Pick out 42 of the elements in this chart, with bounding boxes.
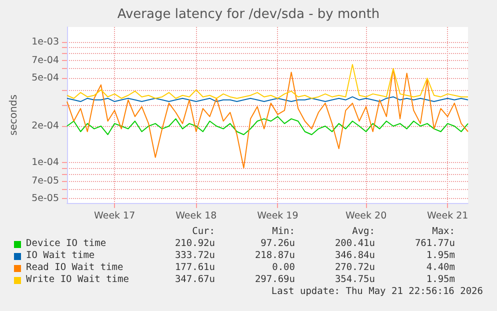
text: 210.92u xyxy=(174,238,215,249)
x-tick-label: Week 17 xyxy=(94,210,136,222)
legend-label: IO Wait time xyxy=(26,250,95,262)
chart-title: Average latency for /dev/sda - by month xyxy=(117,7,380,22)
line-series xyxy=(66,116,468,136)
text: 297.69u xyxy=(254,274,295,285)
text: 1.95m xyxy=(425,274,455,285)
text: Max: xyxy=(431,226,455,237)
x-tick-label: Week 19 xyxy=(257,210,298,222)
text: 347.67u xyxy=(174,274,215,285)
text: 218.87u xyxy=(254,250,295,261)
line-series xyxy=(66,68,468,168)
line-series xyxy=(66,64,468,99)
y-axis-title: seconds xyxy=(8,94,20,136)
y-tick-label: 5e-04 xyxy=(32,72,59,84)
y-tick-label: 7e-05 xyxy=(32,176,59,187)
y-tick-label: 1e-04 xyxy=(32,156,59,168)
text: 177.61u xyxy=(174,262,215,273)
y-tick-label: 1e-03 xyxy=(32,36,59,48)
y-tick-label: 5e-05 xyxy=(32,193,59,204)
text: 4.40m xyxy=(425,262,455,273)
text: 1.95m xyxy=(425,250,455,261)
text: 97.26u xyxy=(260,238,295,249)
text: 333.72u xyxy=(174,250,215,261)
legend-label: Write IO Wait time xyxy=(26,274,129,286)
x-tick-label: Week 21 xyxy=(427,210,468,222)
text: 200.41u xyxy=(334,238,375,249)
x-tick-label: Week 20 xyxy=(345,210,387,222)
text: 761.77u xyxy=(414,238,455,249)
y-tick-label: 2e-04 xyxy=(32,120,59,132)
text: 354.75u xyxy=(334,274,375,285)
text: Avg: xyxy=(351,226,375,237)
legend-label: Read IO Wait time xyxy=(26,262,124,274)
text: Last update: Thu May 21 22:56:16 2026 xyxy=(271,286,483,298)
y-tick-label: 7e-04 xyxy=(32,55,59,66)
text: Min: xyxy=(271,226,295,237)
text: 0.00 xyxy=(271,262,295,273)
x-tick-label: Week 18 xyxy=(176,210,217,222)
legend-label: Device IO time xyxy=(26,238,106,250)
text: Cur: xyxy=(191,226,215,237)
text: 346.84u xyxy=(334,250,375,261)
text: 270.72u xyxy=(334,262,375,273)
